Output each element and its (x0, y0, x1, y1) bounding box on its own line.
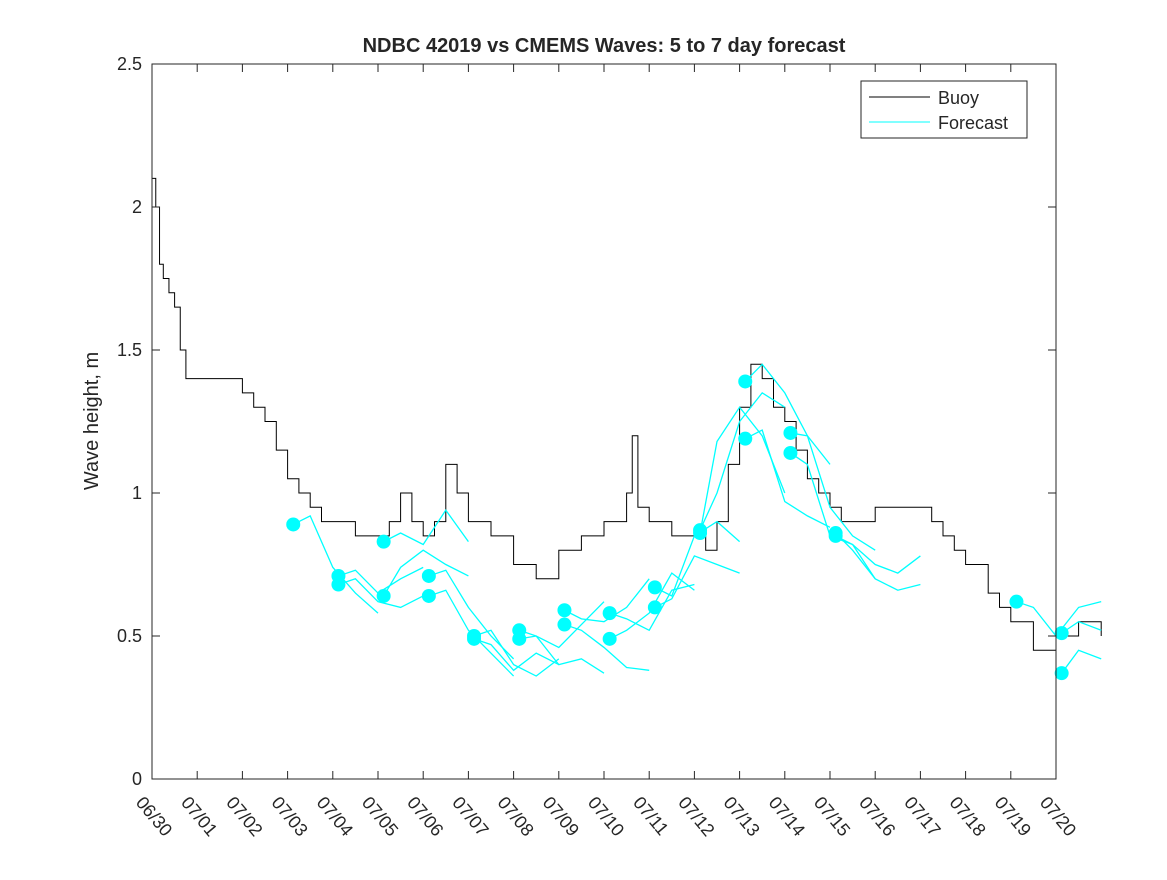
forecast-start-marker (331, 577, 346, 592)
forecast-run-line (519, 629, 605, 674)
y-axis-label: Wave height, m (81, 352, 103, 490)
forecast-start-marker (421, 568, 436, 583)
forecast-run-line (835, 535, 921, 574)
legend-label-forecast: Forecast (938, 113, 1008, 133)
forecast-run-line (744, 363, 831, 465)
forecast-run-line (699, 392, 786, 531)
forecast-start-marker (467, 631, 482, 646)
markers-layer (286, 374, 1069, 681)
forecast-start-marker (647, 580, 662, 595)
y-tick-label: 0 (132, 769, 142, 789)
y-tick-label: 2 (132, 197, 142, 217)
y-tick-label: 2.5 (117, 54, 142, 74)
forecast-start-marker (602, 631, 617, 646)
forecast-start-marker (1054, 626, 1069, 641)
forecast-run-line (654, 555, 740, 608)
forecast-start-marker (738, 374, 753, 389)
forecast-start-marker (376, 534, 391, 549)
forecast-run-line (383, 549, 469, 597)
forecast-start-marker (557, 617, 572, 632)
chart-title: NDBC 42019 vs CMEMS Waves: 5 to 7 day fo… (363, 35, 846, 57)
forecast-start-marker (647, 600, 662, 615)
forecast-run-line (744, 429, 831, 528)
forecast-run-line (383, 509, 469, 546)
forecast-run-line (473, 629, 560, 677)
forecast-start-marker (602, 606, 617, 621)
forecast-start-marker (693, 526, 708, 541)
y-tick-label: 1.5 (117, 340, 142, 360)
forecast-run-line (338, 578, 424, 609)
forecast-run-line (428, 589, 515, 677)
forecast-start-marker (828, 526, 843, 541)
forecast-start-marker (1054, 666, 1069, 681)
legend: Buoy Forecast (860, 80, 1028, 139)
forecast-start-marker (1009, 594, 1024, 609)
forecast-start-marker (783, 425, 798, 440)
forecast-run-line (609, 572, 695, 640)
forecast-run-line (790, 432, 876, 551)
buoy-series-line (152, 177, 1102, 651)
series-layer (152, 177, 1102, 677)
forecast-start-marker (738, 431, 753, 446)
forecast-start-marker (512, 631, 527, 646)
forecast-run-line (609, 583, 695, 632)
forecast-run-line (428, 569, 515, 660)
forecast-start-marker (557, 603, 572, 618)
y-axis: 0 0.5 1 1.5 2 2.5 (117, 54, 1056, 789)
legend-label-buoy: Buoy (938, 88, 979, 108)
legend-box (860, 80, 1028, 139)
forecast-run-line (835, 532, 921, 591)
forecast-run-line (564, 578, 650, 623)
forecast-run-line (473, 638, 560, 672)
y-tick-label: 1 (132, 483, 142, 503)
forecast-run-line (1061, 649, 1102, 674)
y-tick-label: 0.5 (117, 626, 142, 646)
forecast-start-marker (783, 445, 798, 460)
forecast-start-marker (421, 588, 436, 603)
forecast-start-marker (286, 517, 301, 532)
forecast-start-marker (376, 588, 391, 603)
plot-area (152, 64, 1056, 779)
forecast-run-line (292, 514, 379, 614)
forecast-run-line (519, 601, 605, 649)
forecast-run-line (564, 623, 650, 671)
